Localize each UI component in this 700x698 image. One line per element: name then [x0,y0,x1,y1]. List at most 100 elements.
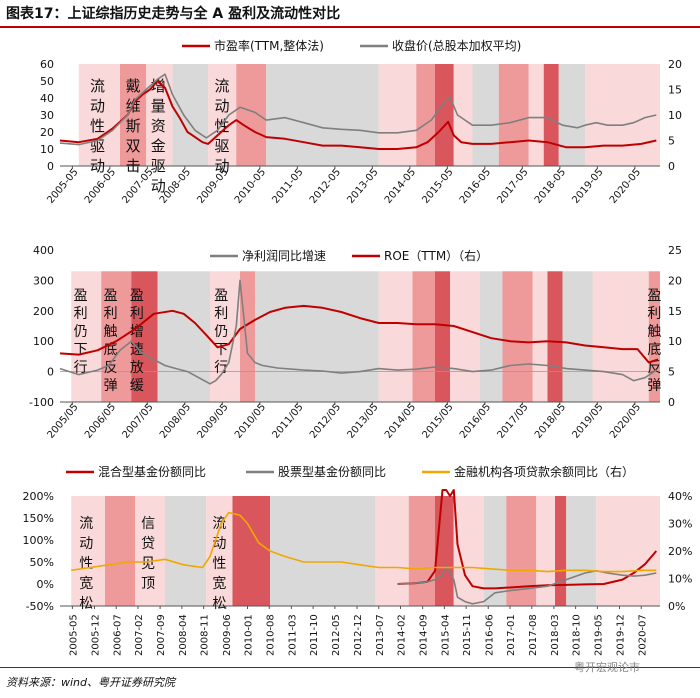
annotation-char: 戴 [126,77,141,95]
x-tick-label: 2017-05 [495,167,530,206]
source-note: 资料来源：wind、粤开证券研究院 [6,676,176,689]
annotation-char: 行 [214,360,228,376]
x-tick-label: 2014-05 [383,167,418,206]
background-band [165,496,207,606]
series-line [59,73,657,146]
background-band [378,64,417,166]
annotation-char: 利 [104,306,118,322]
y-tick-right-label: 30% [668,518,692,531]
background-band [585,64,660,166]
annotation-char: 宽 [79,575,93,592]
x-tick-label: 2018-10 [572,614,583,656]
x-tick-label: 2007-02 [134,614,145,656]
annotation-char: 弹 [104,378,118,394]
background-band [131,271,158,402]
annotation-char: 动 [79,536,93,552]
background-band [435,271,450,402]
legend-label: 股票型基金份额同比 [278,464,386,479]
background-band [71,271,102,402]
y-tick-right-label: 20 [668,58,682,71]
series-line [71,511,657,573]
y-tick-left-label: 0% [37,578,54,591]
x-tick-label: 2015-05 [420,167,455,206]
annotation-char: 顶 [141,576,155,592]
annotation-char: 驱 [151,157,166,175]
y-tick-right-label: 0 [668,160,675,173]
annotation-char: 击 [126,157,141,175]
x-tick-label: 2019-05 [593,614,604,656]
x-tick-label: 2019-05 [570,167,605,206]
x-tick-label: 2010-05 [233,167,268,206]
background-band [232,496,270,606]
y-tick-left-label: 150% [23,512,54,525]
background-band [120,64,147,166]
legend-label: 金融机构各项贷款余额同比（右） [454,464,634,479]
background-band [543,64,559,166]
annotation-char: 动 [214,157,229,175]
annotation-char: 流 [90,77,105,95]
background-band [450,271,480,402]
x-tick-label: 2014-02 [397,614,408,656]
background-band [435,64,454,166]
x-tick-label: 2018-03 [550,614,561,656]
x-tick-label: 2007/05 [121,402,156,441]
annotation-char: 盈 [74,288,88,304]
x-tick-label: 2016-06 [484,614,495,656]
series-line [59,304,659,364]
x-tick-label: 2008-04 [178,614,189,656]
y-tick-left-label: 40 [40,92,54,105]
y-tick-left-label: 100% [23,534,54,547]
annotation-char: 盈 [104,288,118,304]
background-band [78,64,120,166]
figure-title: 图表17：上证综指历史走势与全 A 盈利及流动性对比 [6,6,341,22]
annotation-char: 流 [214,77,229,95]
annotation-char: 资 [151,117,166,135]
y-tick-right-label: 20% [668,545,692,558]
annotation-char: 动 [90,157,105,175]
bottom-rule [0,667,700,668]
x-tick-label: 2009/05 [196,402,231,441]
series-line [397,565,657,605]
background-band [532,271,548,402]
background-band [266,64,379,166]
x-tick-label: 2008/05 [158,402,193,441]
y-tick-right-label: 10 [668,335,682,348]
annotation-char: 金 [151,137,166,155]
legend-label: 净利润同比增速 [242,249,326,263]
background-band [255,271,379,402]
annotation-char: 盈 [214,288,228,304]
watermark-text: 粤开宏观论市 [574,661,640,674]
annotation-char: 利 [214,306,228,322]
series-line [59,279,657,385]
annotation-char: 信 [141,516,155,532]
y-tick-left-label: 0 [47,160,54,173]
x-tick-label: 2011-05 [270,167,305,206]
y-tick-left-label: 60 [40,58,54,71]
annotation-char: 松 [79,596,93,612]
y-tick-left-label: 100 [33,335,54,348]
background-band [101,271,132,402]
y-tick-right-label: 15 [668,305,682,318]
background-band [558,64,585,166]
x-tick-label: 2016/05 [458,402,493,441]
y-tick-right-label: 10% [668,573,692,586]
y-tick-right-label: 15 [668,84,682,97]
legend-label: ROE（TTM）（右） [384,248,488,263]
background-band [105,496,135,606]
legend-label: 收盘价(总股本加权平均) [392,38,521,53]
y-tick-left-label: 400 [33,244,54,257]
annotation-char: 见 [141,556,155,572]
x-tick-label: 2019/05 [571,402,606,441]
background-band [236,64,267,166]
background-band [483,496,507,606]
background-band [240,271,255,402]
background-band [536,496,555,606]
x-tick-label: 2020-05 [608,167,643,206]
annotation-char: 下 [74,342,88,358]
